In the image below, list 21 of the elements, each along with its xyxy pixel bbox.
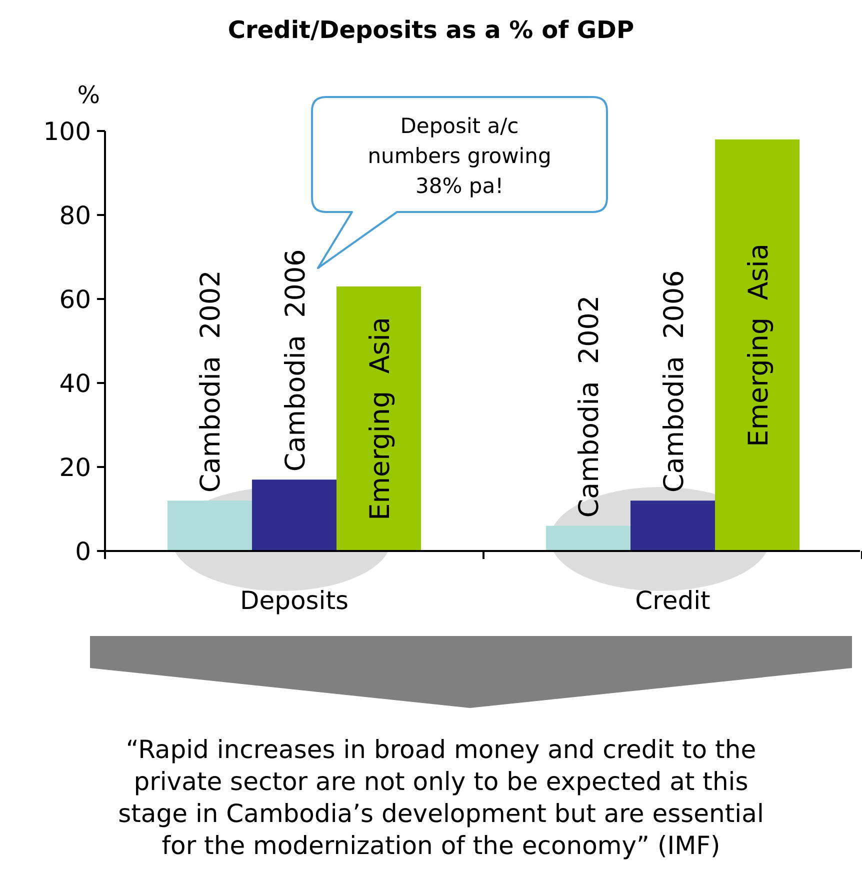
y-tick-label: 0 (75, 536, 91, 566)
series-label: Emerging Asia (743, 244, 774, 447)
text: Cambodia 2006 (280, 249, 312, 472)
bar (630, 500, 716, 551)
y-tick-label: 80 (59, 200, 91, 230)
text: Emerging Asia (364, 317, 396, 520)
y-tick-label: 40 (59, 368, 91, 398)
text: Cambodia 2006 (658, 270, 690, 493)
text: “Rapid increases in broad money and credit to the private sector are not only to be expected at this stage in Cambodia’s development but are essential for the modernization of the economy” (IMF) (118, 735, 764, 860)
y-tick-label: 60 (59, 284, 91, 314)
x-tick-label: Deposits (240, 586, 349, 615)
chart-title: Credit/Deposits as a % of GDP (228, 16, 634, 44)
x-tick-label: Credit (635, 586, 711, 615)
y-tick-label: 100 (43, 116, 91, 146)
text: Cambodia 2002 (196, 270, 227, 493)
bar (546, 526, 630, 551)
bar (167, 500, 252, 551)
y-tick-label: 20 (59, 452, 91, 482)
annotation: Deposit a/c numbers growing 38% pa! (368, 114, 552, 198)
y-axis-title: % (77, 81, 100, 109)
text: Cambodia 2002 (574, 295, 606, 518)
